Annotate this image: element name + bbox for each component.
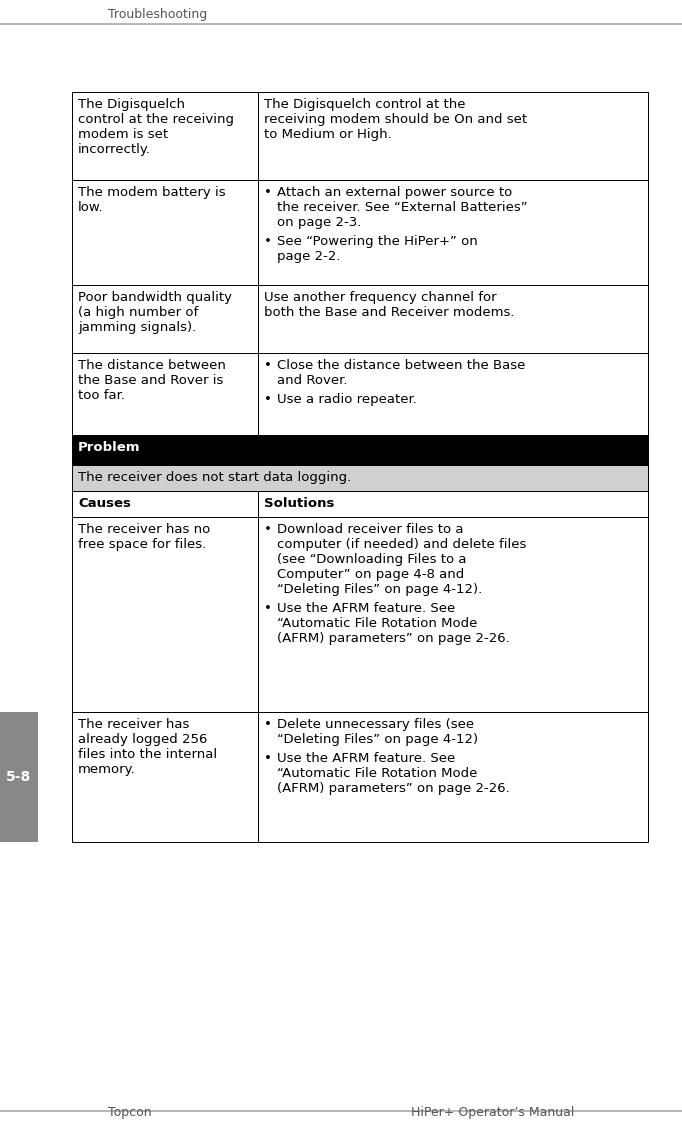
Text: the Base and Rover is: the Base and Rover is [78, 374, 224, 387]
Bar [72, 491, 258, 517]
Bar [258, 92, 648, 180]
Text: “Automatic File Rotation Mode: “Automatic File Rotation Mode [277, 767, 477, 780]
Text: •: • [264, 602, 272, 615]
Bar [258, 517, 648, 712]
Text: computer (if needed) and delete files: computer (if needed) and delete files [277, 538, 527, 551]
Bar [72, 353, 258, 435]
Bar [72, 465, 648, 491]
Text: Use a radio repeater.: Use a radio repeater. [277, 393, 417, 406]
Text: control at the receiving: control at the receiving [78, 113, 234, 126]
Text: See “Powering the HiPer+” on: See “Powering the HiPer+” on [277, 235, 478, 248]
Text: low.: low. [78, 201, 104, 214]
Bar [258, 712, 648, 842]
Text: receiving modem should be On and set: receiving modem should be On and set [264, 113, 527, 126]
Bar [72, 286, 258, 353]
Text: HiPer+ Operator’s Manual: HiPer+ Operator’s Manual [411, 1106, 574, 1119]
Text: already logged 256: already logged 256 [78, 733, 207, 746]
Text: The Digisquelch: The Digisquelch [78, 97, 185, 111]
Text: Delete unnecessary files (see: Delete unnecessary files (see [277, 718, 474, 731]
Text: •: • [264, 359, 272, 372]
Bar [72, 92, 258, 180]
Bar [0, 712, 38, 842]
Text: Computer” on page 4-8 and: Computer” on page 4-8 and [277, 568, 464, 581]
Bar [72, 517, 258, 712]
Text: •: • [264, 186, 272, 199]
Text: Attach an external power source to: Attach an external power source to [277, 186, 512, 199]
Bar [72, 712, 258, 842]
Bar [258, 180, 648, 286]
Text: (AFRM) parameters” on page 2-26.: (AFRM) parameters” on page 2-26. [277, 632, 509, 645]
Bar [258, 353, 648, 435]
Text: Close the distance between the Base: Close the distance between the Base [277, 359, 525, 372]
Text: Troubleshooting: Troubleshooting [108, 8, 207, 22]
Text: Poor bandwidth quality: Poor bandwidth quality [78, 291, 232, 304]
Text: on page 2-3.: on page 2-3. [277, 216, 361, 229]
Text: Solutions: Solutions [264, 497, 334, 510]
Text: free space for files.: free space for files. [78, 538, 206, 551]
Text: to Medium or High.: to Medium or High. [264, 128, 391, 140]
Text: •: • [264, 718, 272, 731]
Text: memory.: memory. [78, 763, 136, 776]
Text: (see “Downloading Files to a: (see “Downloading Files to a [277, 553, 466, 566]
Text: modem is set: modem is set [78, 128, 168, 140]
Text: Topcon: Topcon [108, 1106, 151, 1119]
Text: (a high number of: (a high number of [78, 306, 198, 320]
Text: •: • [264, 393, 272, 406]
Text: the receiver. See “External Batteries”: the receiver. See “External Batteries” [277, 201, 528, 214]
Bar [258, 491, 648, 517]
Text: •: • [264, 752, 272, 765]
Text: Use the AFRM feature. See: Use the AFRM feature. See [277, 752, 456, 765]
Text: The Digisquelch control at the: The Digisquelch control at the [264, 97, 466, 111]
Text: Use the AFRM feature. See: Use the AFRM feature. See [277, 602, 456, 615]
Text: •: • [264, 523, 272, 536]
Text: “Automatic File Rotation Mode: “Automatic File Rotation Mode [277, 617, 477, 630]
Text: Causes: Causes [78, 497, 131, 510]
Text: Use another frequency channel for: Use another frequency channel for [264, 291, 496, 304]
Text: “Deleting Files” on page 4-12).: “Deleting Files” on page 4-12). [277, 583, 482, 596]
Text: (AFRM) parameters” on page 2-26.: (AFRM) parameters” on page 2-26. [277, 782, 509, 795]
Text: The receiver does not start data logging.: The receiver does not start data logging… [78, 471, 351, 484]
Text: The receiver has: The receiver has [78, 718, 190, 731]
Text: jamming signals).: jamming signals). [78, 321, 196, 334]
Text: and Rover.: and Rover. [277, 374, 348, 387]
Bar [258, 286, 648, 353]
Bar [72, 180, 258, 286]
Text: too far.: too far. [78, 389, 125, 402]
Text: Download receiver files to a: Download receiver files to a [277, 523, 464, 536]
Text: files into the internal: files into the internal [78, 748, 217, 761]
Text: both the Base and Receiver modems.: both the Base and Receiver modems. [264, 306, 514, 320]
Text: The distance between: The distance between [78, 359, 226, 372]
Text: page 2-2.: page 2-2. [277, 250, 340, 263]
Text: incorrectly.: incorrectly. [78, 143, 151, 156]
Text: The modem battery is: The modem battery is [78, 186, 226, 199]
Text: 5-8: 5-8 [6, 770, 31, 784]
Text: Problem: Problem [78, 441, 140, 454]
Text: •: • [264, 235, 272, 248]
Text: The receiver has no: The receiver has no [78, 523, 210, 536]
Text: “Deleting Files” on page 4-12): “Deleting Files” on page 4-12) [277, 733, 478, 746]
Bar [72, 435, 648, 465]
